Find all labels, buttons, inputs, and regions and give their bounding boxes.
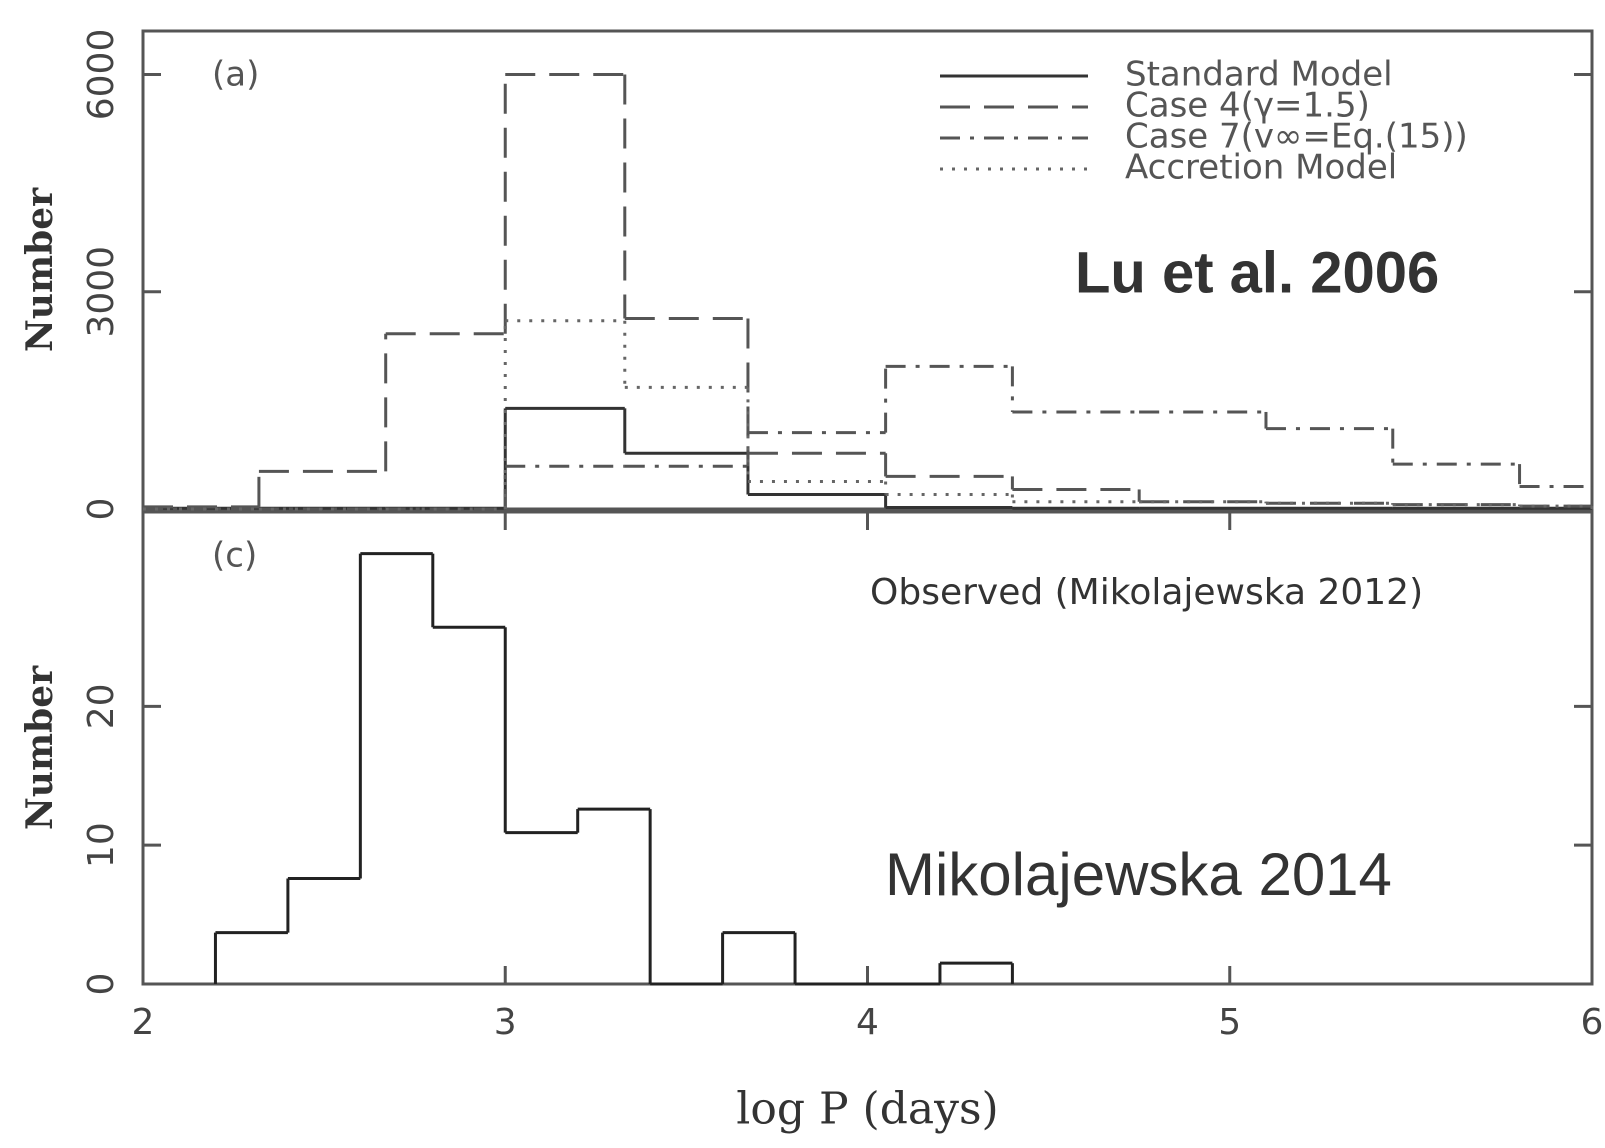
x-tick-label: 5 bbox=[1218, 1002, 1241, 1043]
panel-label: (a) bbox=[212, 55, 259, 95]
y-tick-label: 10 bbox=[81, 822, 122, 868]
x-tick-label: 4 bbox=[856, 1002, 879, 1043]
legend-label: Standard Model bbox=[1125, 55, 1393, 95]
annotation: Lu et al. 2006 bbox=[1075, 240, 1439, 305]
subtitle: Observed (Mikolajewska 2012) bbox=[870, 572, 1423, 613]
legend-label: Case 7(v∞=Eq.(15)) bbox=[1125, 117, 1468, 157]
x-tick-label: 6 bbox=[1581, 1002, 1604, 1043]
x-tick-label: 3 bbox=[494, 1002, 517, 1043]
y-tick-label: 3000 bbox=[81, 246, 122, 338]
y-axis-label: Number bbox=[19, 665, 61, 830]
y-tick-label: 6000 bbox=[81, 29, 122, 121]
annotation: Mikolajewska 2014 bbox=[885, 841, 1392, 908]
y-tick-label: 20 bbox=[81, 683, 122, 729]
y-tick-label: 0 bbox=[81, 973, 122, 996]
y-tick-label: 0 bbox=[81, 498, 122, 521]
x-axis-label: log P (days) bbox=[736, 1084, 998, 1135]
panel-label: (c) bbox=[212, 536, 257, 576]
plot-frame bbox=[141, 29, 1594, 511]
y-axis-label: Number bbox=[19, 187, 61, 352]
legend-label: Case 4(γ=1.5) bbox=[1125, 86, 1370, 126]
legend-label: Accretion Model bbox=[1125, 148, 1397, 188]
x-tick-label: 2 bbox=[132, 1002, 155, 1043]
